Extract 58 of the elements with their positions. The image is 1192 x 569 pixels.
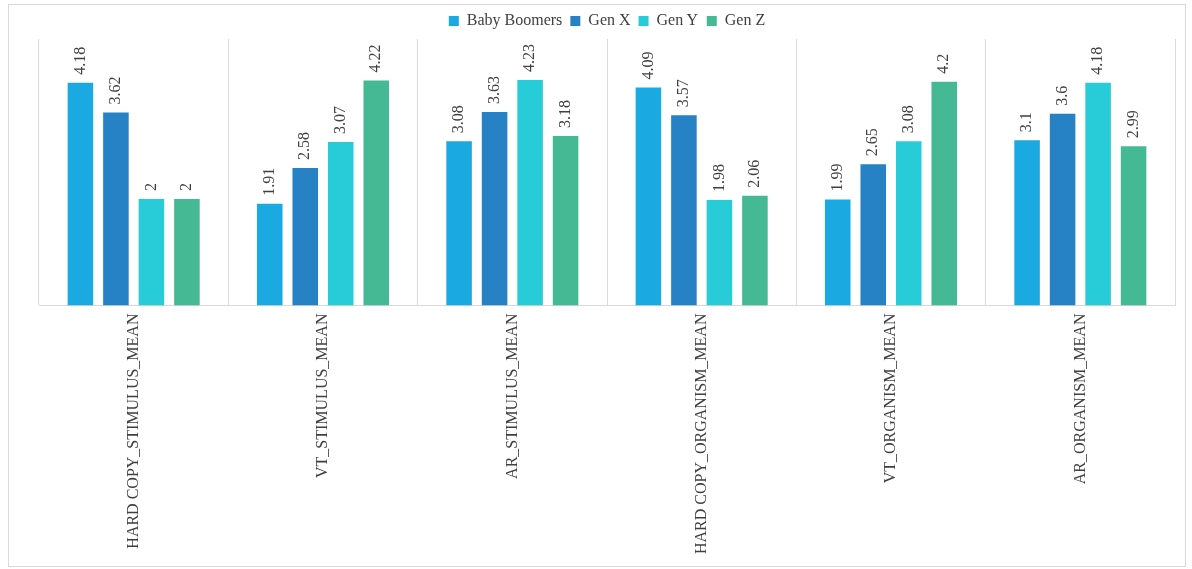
bar: [742, 195, 768, 306]
data-label: 3.62: [106, 76, 124, 105]
data-label: 2: [177, 182, 195, 191]
bar: [446, 141, 472, 306]
bar: [552, 136, 579, 306]
data-label: 2.06: [745, 159, 763, 188]
data-label: 4.2: [934, 53, 952, 74]
data-label: 2.65: [863, 128, 881, 157]
bar: [103, 112, 129, 306]
bar: [931, 81, 958, 306]
data-label: 4.22: [366, 44, 384, 73]
bar: [1085, 82, 1111, 306]
data-label: 3.63: [484, 76, 502, 105]
legend-label: Gen Z: [724, 11, 766, 29]
data-label: 2: [141, 182, 159, 191]
bar: [174, 198, 200, 306]
x-tick-label: HARD COPY_ORGANISM_MEAN: [691, 313, 709, 554]
data-label: 4.09: [638, 51, 656, 80]
bar: [671, 115, 697, 306]
bar: [895, 141, 922, 306]
bar: [256, 203, 283, 306]
bar: [481, 112, 508, 306]
bar: [517, 80, 543, 306]
bar: [1014, 140, 1040, 306]
data-label: 4.18: [1088, 46, 1106, 75]
x-tick-label: VT_ORGANISM_MEAN: [881, 313, 899, 484]
x-tick-label: VT_STIMULUS_MEAN: [313, 313, 331, 478]
x-tick-label: HARD COPY_STIMULUS_MEAN: [123, 313, 141, 549]
legend-label: Baby Boomers: [466, 11, 563, 30]
data-label: 3.57: [674, 79, 692, 108]
bar: [327, 141, 354, 306]
bar: [67, 82, 94, 306]
data-label: 1.98: [709, 163, 727, 192]
bar: [1120, 146, 1147, 306]
bar: [292, 168, 319, 306]
data-label: 4.23: [520, 44, 538, 73]
legend-label: Gen Y: [656, 11, 699, 29]
x-tick-label: AR_STIMULUS_MEAN: [502, 313, 520, 479]
x-tick-label: AR_ORGANISM_MEAN: [1070, 313, 1088, 485]
bar: [824, 199, 851, 306]
data-label: 2.99: [1123, 110, 1141, 139]
bar: [706, 199, 733, 306]
bar: [1049, 113, 1076, 306]
data-label: 3.18: [555, 100, 573, 129]
legend-label: Gen X: [588, 11, 631, 29]
data-label: 3.08: [898, 105, 916, 134]
data-label: 1.91: [259, 167, 277, 196]
data-label: 2.58: [295, 132, 313, 160]
bar: [138, 198, 165, 306]
data-label: 3.1: [1017, 112, 1035, 133]
bar: [635, 87, 662, 306]
bar: [363, 80, 390, 306]
data-label: 3.07: [330, 105, 348, 134]
data-label: 4.18: [70, 46, 88, 75]
bar: [860, 164, 887, 306]
data-label: 1.99: [827, 163, 845, 192]
data-label: 3.08: [449, 105, 467, 134]
data-label: 3.6: [1052, 85, 1070, 106]
